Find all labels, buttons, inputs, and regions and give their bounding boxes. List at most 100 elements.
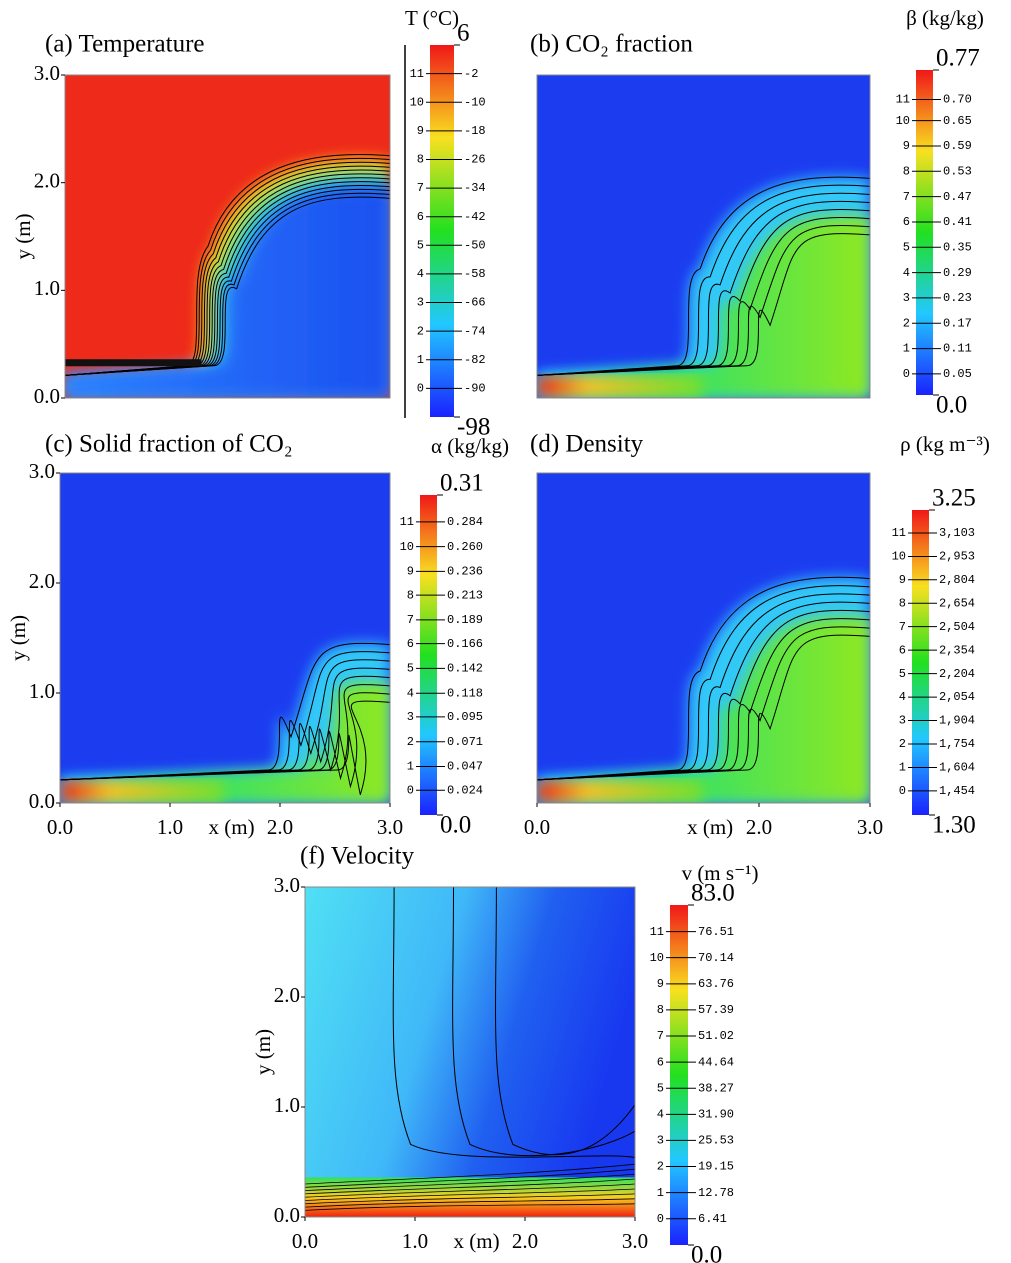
level-label: 1 xyxy=(903,342,910,356)
contour xyxy=(537,208,870,376)
contour xyxy=(60,651,390,781)
colorbar-tick-label: 0.35 xyxy=(943,240,972,254)
level-label: 8 xyxy=(657,1003,664,1017)
colorbar xyxy=(916,70,933,395)
colorbar-tick-label: -2 xyxy=(464,67,478,81)
level-label: 2 xyxy=(407,735,414,749)
colorbar-title: β (kg/kg) xyxy=(906,6,984,30)
colorbar-tick-label: 2,654 xyxy=(939,596,975,610)
level-label: 2 xyxy=(417,324,424,338)
level-label: 5 xyxy=(407,662,414,676)
colorbar-tick-label: 0.17 xyxy=(943,316,972,330)
contour xyxy=(65,196,390,376)
contour xyxy=(452,887,635,1157)
contour xyxy=(65,177,390,376)
level-label: 9 xyxy=(657,977,664,991)
colorbar-title: T (°C) xyxy=(405,6,459,30)
y-tick-label: 3.0 xyxy=(274,873,300,897)
colorbar-tick-label: 2,804 xyxy=(939,573,975,587)
colorbar-tick-label: 31.90 xyxy=(698,1107,734,1121)
level-label: 3 xyxy=(903,291,910,305)
level-label: 11 xyxy=(892,526,906,540)
colorbar-end-label: 6 xyxy=(457,20,470,47)
level-label: 9 xyxy=(899,573,906,587)
contour xyxy=(60,692,390,789)
level-label: 3 xyxy=(417,296,424,310)
level-label: 0 xyxy=(417,382,424,396)
contour xyxy=(537,192,870,376)
contour xyxy=(537,593,870,781)
contour xyxy=(60,659,390,781)
contour xyxy=(305,1203,635,1211)
colorbar-tick-label: 63.76 xyxy=(698,977,734,991)
contour xyxy=(65,185,390,376)
y-axis-label: y (m) xyxy=(6,615,30,661)
x-axis-label: x (m) xyxy=(454,1229,500,1253)
field xyxy=(305,887,635,1217)
level-label: 10 xyxy=(892,550,906,564)
contour xyxy=(537,585,870,781)
colorbar-tick-label: 51.02 xyxy=(698,1029,734,1043)
panel-title: (f) Velocity xyxy=(300,843,415,870)
level-label: 7 xyxy=(899,620,906,634)
colorbar-tick-label: 0.23 xyxy=(943,291,972,305)
contour xyxy=(537,576,870,781)
contour xyxy=(305,1168,635,1188)
y-axis-label: y (m) xyxy=(251,1029,275,1075)
x-tick-label: 0.0 xyxy=(524,815,550,839)
colorbar-tick-label: -82 xyxy=(464,353,486,367)
contour xyxy=(65,181,390,376)
x-axis-label: x (m) xyxy=(687,815,733,839)
contour xyxy=(537,233,870,376)
x-tick-label: 3.0 xyxy=(377,815,403,839)
level-label: 1 xyxy=(407,760,414,774)
colorbar-tick-label: 1,604 xyxy=(939,761,975,775)
level-label: 5 xyxy=(417,238,424,252)
colorbar-tick-label: 25.53 xyxy=(698,1134,734,1148)
level-label: 0 xyxy=(903,367,910,381)
contour xyxy=(305,1173,635,1191)
y-tick-label: 1.0 xyxy=(274,1093,300,1117)
colorbar-end-label: 0.0 xyxy=(691,1242,722,1263)
colorbar-tick-label: 1,454 xyxy=(939,784,975,798)
colorbar-tick-label: 19.15 xyxy=(698,1160,734,1174)
contour xyxy=(60,684,390,781)
x-tick-label: 0.0 xyxy=(47,815,73,839)
colorbar-end-label: 3.25 xyxy=(932,485,976,512)
contour xyxy=(537,225,870,376)
colorbar-tick-label: 2,953 xyxy=(939,550,975,564)
colorbar-tick-label: 0.41 xyxy=(943,215,972,229)
y-tick-label: 2.0 xyxy=(274,983,300,1007)
level-label: 0 xyxy=(657,1212,664,1226)
contour xyxy=(537,626,870,781)
contour xyxy=(537,634,870,781)
colorbar-tick-label: 0.166 xyxy=(447,637,483,651)
field-core xyxy=(60,682,390,803)
contour xyxy=(65,165,390,376)
colorbar-end-label: 0.0 xyxy=(440,812,471,839)
contour xyxy=(537,601,870,781)
level-label: 10 xyxy=(410,95,424,109)
colorbar-tick-label: 0.213 xyxy=(447,588,483,602)
plot-field xyxy=(60,473,390,803)
colorbar-tick-label: 0.118 xyxy=(447,686,483,700)
contour xyxy=(60,700,390,795)
level-label: 9 xyxy=(417,124,424,138)
level-label: 5 xyxy=(903,240,910,254)
contour xyxy=(537,200,870,376)
colorbar-tick-label: 2,504 xyxy=(939,620,975,634)
level-label: 4 xyxy=(899,690,906,704)
field-bottom xyxy=(305,1177,635,1217)
contour xyxy=(305,1198,635,1208)
field-core xyxy=(65,186,390,398)
colorbar-tick-label: -26 xyxy=(464,153,486,167)
colorbar-tick-label: 0.142 xyxy=(447,662,483,676)
level-label: 6 xyxy=(657,1055,664,1069)
level-label: 10 xyxy=(896,114,910,128)
contour xyxy=(537,609,870,781)
y-tick-label: 3.0 xyxy=(29,459,55,483)
y-tick-label: 0.0 xyxy=(34,384,60,408)
level-label: 1 xyxy=(899,761,906,775)
colorbar-tick-label: 2,204 xyxy=(939,667,975,681)
